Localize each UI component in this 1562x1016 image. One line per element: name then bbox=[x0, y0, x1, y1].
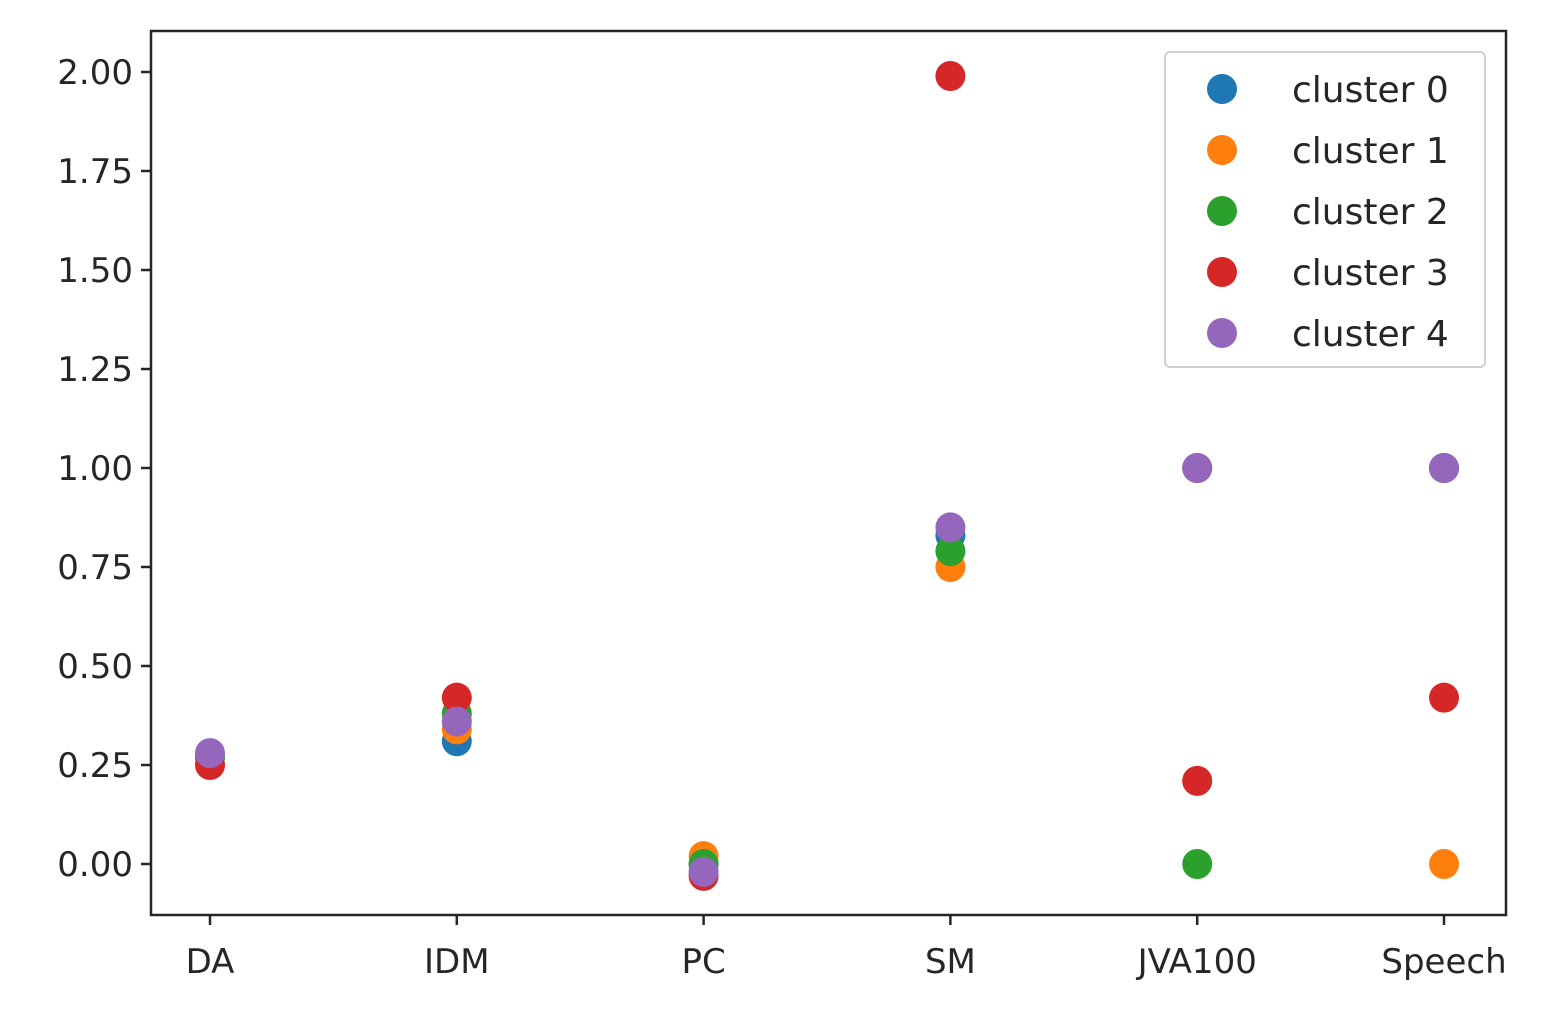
x-tick-label: SM bbox=[925, 942, 976, 982]
point-cluster-2 bbox=[935, 536, 966, 567]
point-cluster-1 bbox=[1429, 849, 1459, 879]
y-tick-label: 2.00 bbox=[57, 53, 133, 93]
point-cluster-3 bbox=[1182, 765, 1213, 796]
point-cluster-3 bbox=[441, 682, 472, 713]
x-tick-label: JVA100 bbox=[1136, 942, 1257, 982]
data-points bbox=[195, 60, 1459, 891]
plot-frame bbox=[149, 29, 1508, 917]
point-cluster-3 bbox=[1429, 682, 1459, 713]
point-cluster-4 bbox=[195, 738, 225, 769]
point-cluster-4 bbox=[441, 706, 472, 737]
y-tick-label: 0.75 bbox=[57, 548, 133, 588]
point-cluster-4 bbox=[935, 512, 966, 543]
y-tick-label: 1.00 bbox=[57, 449, 133, 489]
point-cluster-4 bbox=[1429, 453, 1459, 483]
x-tick-label: IDM bbox=[424, 942, 490, 982]
y-tick-label: 0.00 bbox=[57, 845, 133, 885]
x-axis: DA IDM PC SM JVA100 Speech bbox=[186, 915, 1507, 982]
y-tick-label: 1.25 bbox=[57, 350, 133, 390]
x-tick-label: PC bbox=[681, 942, 725, 982]
legend-label: cluster 2 bbox=[1292, 192, 1449, 233]
legend-marker bbox=[1207, 135, 1237, 165]
point-cluster-4 bbox=[1182, 453, 1213, 483]
legend-marker bbox=[1207, 196, 1237, 226]
legend-label: cluster 0 bbox=[1292, 70, 1449, 111]
point-cluster-3 bbox=[935, 60, 966, 91]
y-tick-label: 0.25 bbox=[57, 746, 133, 786]
legend-marker bbox=[1207, 257, 1237, 287]
y-tick-label: 0.50 bbox=[57, 647, 133, 687]
y-tick-label: 1.50 bbox=[57, 251, 133, 291]
legend-marker bbox=[1207, 318, 1237, 348]
x-tick-label: DA bbox=[186, 942, 235, 982]
legend-label: cluster 3 bbox=[1292, 253, 1449, 294]
legend: cluster 0 cluster 1 cluster 2 cluster 3 clus… bbox=[1164, 51, 1486, 368]
legend-marker bbox=[1207, 74, 1237, 104]
legend-label: cluster 1 bbox=[1292, 131, 1449, 172]
x-tick-label: Speech bbox=[1381, 942, 1506, 982]
legend-box bbox=[1164, 51, 1486, 368]
y-axis: 0.00 0.25 0.50 0.75 1.00 1.25 1.50 1.75 2.00 bbox=[57, 53, 151, 885]
point-cluster-4 bbox=[688, 856, 719, 887]
point-cluster-2 bbox=[1182, 849, 1213, 879]
y-tick-label: 1.75 bbox=[57, 152, 133, 192]
legend-label: cluster 4 bbox=[1292, 314, 1449, 355]
